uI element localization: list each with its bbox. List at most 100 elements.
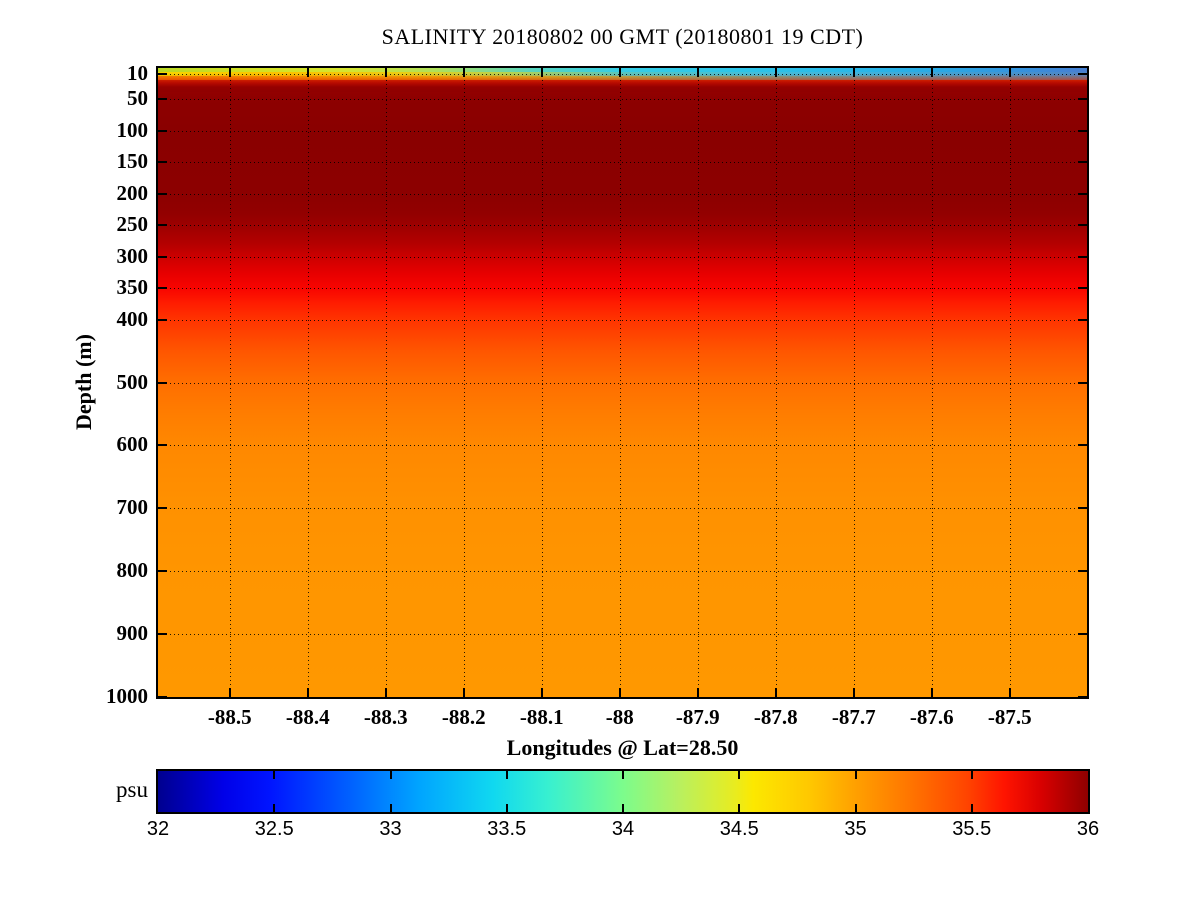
x-tick-label: -87.5 [987,705,1032,729]
y-axis-tick [1078,444,1087,447]
colorbar-tick [970,804,973,812]
chart-title: SALINITY 20180802 00 GMT (20180801 19 CD… [381,24,864,49]
colorbar-tick-label: 35 [844,818,867,840]
y-axis-tick [158,224,167,227]
y-axis-tick [1078,696,1087,698]
colorbar-tick [970,771,973,779]
x-axis-tick [306,68,309,77]
y-axis-tick [158,696,167,698]
x-axis-tick [696,68,699,77]
colorbar-unit-label: psu [116,777,148,802]
y-axis-tick [158,507,167,510]
y-tick-label: 10 [127,61,148,86]
grid-line-horizontal [158,445,1087,447]
y-axis-tick [1078,73,1087,76]
x-axis-tick [228,688,231,697]
plot-area [156,66,1089,699]
y-axis-tick [158,255,167,258]
x-axis-tick [696,688,699,697]
grid-line-vertical [1009,68,1011,697]
y-tick-label: 250 [116,212,149,237]
y-tick-label: 300 [116,243,149,268]
y-axis-tick [1078,161,1087,164]
y-tick-label: 100 [116,117,149,142]
colorbar-tick [505,771,508,779]
x-tick-label: -88.5 [207,705,252,729]
grid-line-horizontal [158,319,1087,321]
grid-line-horizontal [158,382,1087,384]
y-axis-tick [158,287,167,290]
y-tick-label: 350 [116,275,149,300]
grid-line-horizontal [158,225,1087,227]
x-axis-tick [228,68,231,77]
y-tick-label: 50 [127,86,148,111]
x-axis-tick [1008,68,1011,77]
grid-line-vertical [853,68,855,697]
y-tick-label: 700 [116,495,149,520]
colorbar-tick-label: 35.5 [952,818,992,840]
grid-line-horizontal [158,634,1087,636]
grid-line-horizontal [158,74,1087,76]
x-axis-tick [852,688,855,697]
colorbar-tick [738,804,741,812]
y-axis-tick [158,192,167,195]
x-axis-tick [930,688,933,697]
x-axis-tick [306,688,309,697]
y-axis-tick [1078,255,1087,258]
x-axis-tick [540,68,543,77]
x-axis-tick [852,68,855,77]
x-axis-tick [384,68,387,77]
y-axis-tick [1078,318,1087,321]
grid-line-horizontal [158,508,1087,510]
grid-line-vertical [385,68,387,697]
halocline-transition-overlay [158,68,1087,92]
colorbar [156,769,1090,814]
grid-line-horizontal [158,571,1087,573]
y-axis-tick [1078,633,1087,636]
y-axis-tick [158,161,167,164]
colorbar-tick [854,771,857,779]
x-axis-tick [384,688,387,697]
colorbar-tick-label: 34.5 [719,818,759,840]
grid-line-vertical [463,68,465,697]
y-axis-tick [1078,129,1087,132]
colorbar-tick [505,804,508,812]
grid-line-vertical [229,68,231,697]
y-axis-tick [1078,98,1087,101]
y-axis-tick [158,318,167,321]
grid-line-horizontal [158,130,1087,132]
x-tick-label: -88 [605,705,634,729]
colorbar-tick-label: 33 [379,818,402,840]
grid-line-horizontal [158,193,1087,195]
grid-line-horizontal [158,256,1087,258]
grid-line-vertical [619,68,621,697]
grid-line-horizontal [158,99,1087,101]
x-axis-tick [618,68,621,77]
x-axis-tick [618,688,621,697]
y-axis-tick [1078,381,1087,384]
x-tick-label: -88.4 [285,705,330,729]
x-axis-tick [774,688,777,697]
y-axis-tick [158,381,167,384]
colorbar-tick [389,771,392,779]
grid-line-vertical [775,68,777,697]
y-axis-tick [158,98,167,101]
x-axis-tick [462,688,465,697]
x-axis-tick [1008,688,1011,697]
y-tick-label: 400 [116,306,149,331]
y-axis-tick [1078,287,1087,290]
y-axis-tick [1078,192,1087,195]
grid-line-vertical [307,68,309,697]
y-tick-label: 200 [116,180,149,205]
grid-line-horizontal [158,288,1087,290]
y-axis-tick [158,570,167,573]
y-axis-tick [158,444,167,447]
colorbar-tick-label: 32.5 [254,818,294,840]
y-tick-label: 800 [116,558,149,583]
colorbar-tick [389,804,392,812]
y-tick-label: 1000 [106,684,148,708]
x-tick-label: -87.8 [753,705,798,729]
grid-line-horizontal [158,697,1087,698]
y-tick-label: 500 [116,369,149,394]
